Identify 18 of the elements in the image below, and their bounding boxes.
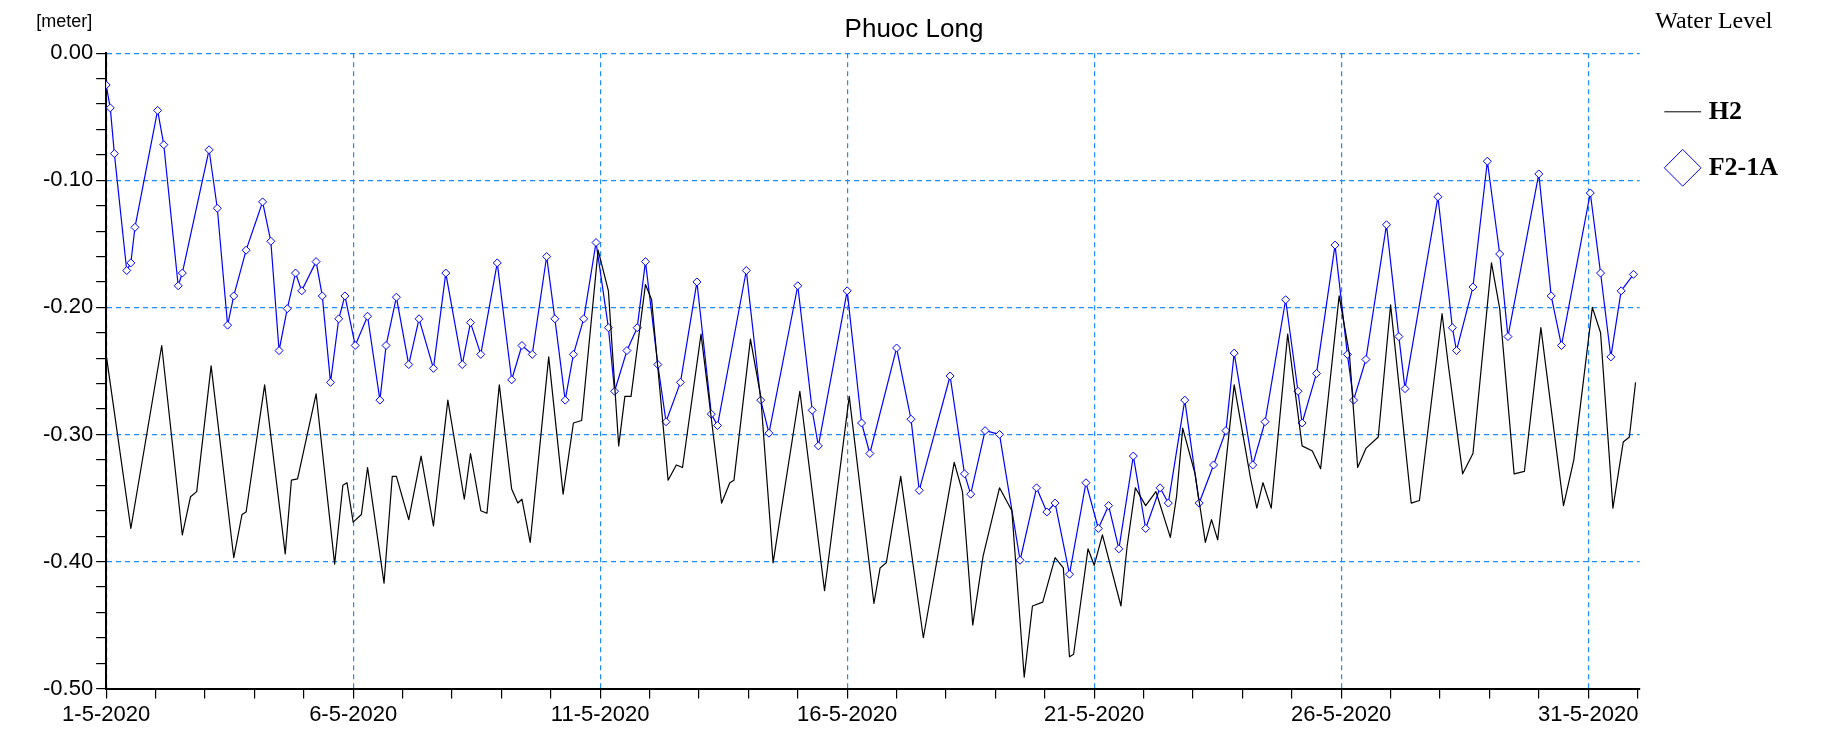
chart-title: Phuoc Long — [844, 12, 984, 43]
y-tick-label: -0.40 — [42, 547, 94, 573]
x-tick-label: 6-5-2020 — [309, 700, 398, 726]
x-tick-label: 26-5-2020 — [1291, 700, 1392, 726]
legend-label: F2-1A — [1708, 151, 1779, 181]
y-tick-label: -0.30 — [42, 420, 94, 446]
legend-title: Water Level — [1655, 7, 1773, 34]
y-tick-label: -0.10 — [42, 166, 94, 192]
y-tick-label: -0.20 — [42, 293, 94, 319]
x-tick-label: 11-5-2020 — [550, 700, 650, 726]
y-axis-title: [meter] — [36, 11, 93, 32]
x-tick-label: 21-5-2020 — [1044, 700, 1145, 726]
x-tick-label: 31-5-2020 — [1538, 700, 1639, 726]
y-tick-label: 0.00 — [50, 39, 94, 65]
legend-label: H2 — [1708, 95, 1742, 125]
x-tick-label: 1-5-2020 — [62, 700, 151, 726]
x-tick-label: 16-5-2020 — [797, 700, 898, 726]
y-tick-label: -0.50 — [42, 674, 94, 700]
